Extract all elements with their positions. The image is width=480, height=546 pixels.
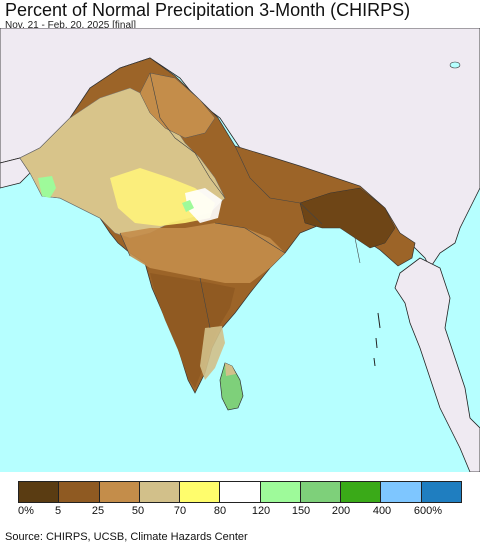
surrounding-land-east (394, 257, 480, 472)
source-credit: Source: CHIRPS, UCSB, Climate Hazards Ce… (5, 531, 248, 543)
legend-tick: 80 (213, 505, 227, 517)
legend-swatch-1 (19, 482, 60, 502)
region-south (150, 273, 235, 388)
internal-borders (119, 72, 361, 329)
legend-swatch-6 (220, 482, 261, 502)
legend-swatch-10 (381, 482, 422, 502)
region-kashmir (139, 72, 216, 139)
legend-tick: 600% (413, 505, 443, 517)
legend-bar (18, 481, 462, 503)
andaman-islands (373, 312, 381, 367)
region-rajasthan-yellow (110, 168, 215, 226)
legend-tick: 25 (91, 505, 105, 517)
legend-tick: 50 (131, 505, 145, 517)
region-tamil-nadu (200, 326, 225, 380)
legend-tick: 400 (372, 505, 392, 517)
legend-swatch-3 (99, 482, 140, 502)
region-central (120, 223, 285, 283)
legend-tick: 120 (251, 505, 271, 517)
region-white-patch (185, 188, 222, 223)
legend-swatch-7 (260, 482, 301, 502)
legend-swatch-11 (421, 482, 461, 502)
sri-lanka-north (225, 363, 236, 376)
legend-swatch-9 (341, 482, 382, 502)
legend-tick: 70 (173, 505, 187, 517)
map-title: Percent of Normal Precipitation 3-Month … (5, 0, 411, 20)
map-subtitle: Nov. 21 - Feb. 20, 2025 [final] (5, 20, 137, 31)
legend-tick: 150 (291, 505, 311, 517)
precipitation-map (0, 28, 480, 472)
legend-tick: 200 (331, 505, 351, 517)
legend-tick: 5 (54, 505, 62, 517)
small-lake (449, 61, 461, 69)
region-northeast (299, 187, 396, 249)
sri-lanka (219, 362, 244, 411)
legend-swatch-2 (59, 482, 100, 502)
legend-tick: 0% (18, 505, 34, 517)
legend-swatch-4 (139, 482, 181, 502)
legend-swatch-5 (180, 482, 221, 502)
region-green-patch-central (182, 200, 194, 212)
legend-swatch-8 (300, 482, 342, 502)
region-green-patch-west (38, 176, 56, 198)
legend-ticks: 0% 5 25 50 70 80 120 150 200 400 600% (0, 505, 480, 519)
surrounding-land-west (0, 157, 31, 189)
